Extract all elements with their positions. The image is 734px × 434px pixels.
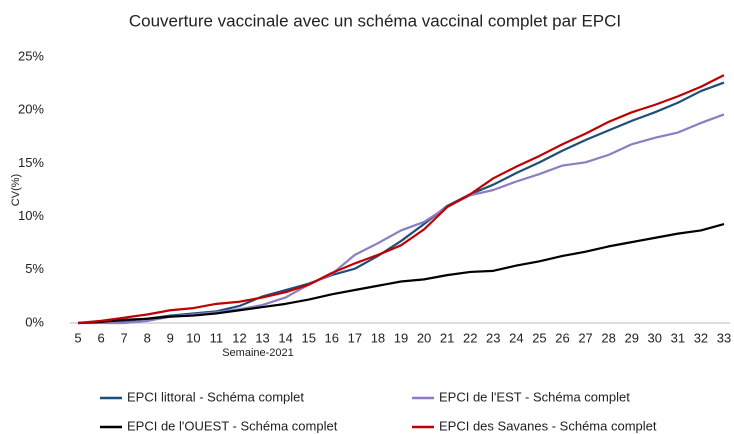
x-tick-label: 12	[232, 330, 246, 345]
series-line	[77, 74, 725, 325]
x-tick-label: 13	[255, 330, 269, 345]
y-tick-label: 15%	[18, 155, 44, 170]
x-tick-label: 6	[97, 330, 104, 345]
x-tick-label: 24	[509, 330, 523, 345]
series-line	[77, 222, 725, 325]
x-tick-label: 16	[325, 330, 339, 345]
x-tick-label: 21	[440, 330, 454, 345]
x-tick-label: 30	[648, 330, 662, 345]
x-tick-label: 27	[578, 330, 592, 345]
x-tick-label: 26	[555, 330, 569, 345]
y-tick-label: 10%	[18, 208, 44, 223]
x-tick-label: 22	[463, 330, 477, 345]
x-tick-label: 32	[694, 330, 708, 345]
x-tick-label: 9	[167, 330, 174, 345]
x-tick-label: 17	[348, 330, 362, 345]
legend-label: EPCI de l'EST - Schéma complet	[439, 389, 630, 404]
x-tick-label: 7	[121, 330, 128, 345]
x-tick-label: 18	[371, 330, 385, 345]
legend-label: EPCI de l'OUEST - Schéma complet	[127, 418, 338, 433]
x-tick-label: 14	[278, 330, 292, 345]
x-tick-label: 10	[186, 330, 200, 345]
x-tick-label: 29	[624, 330, 638, 345]
chart-title: Couverture vaccinale avec un schéma vacc…	[129, 11, 621, 30]
y-tick-label: 25%	[18, 48, 44, 63]
y-axis-label: CV(%)	[10, 174, 22, 206]
x-tick-label: 23	[486, 330, 500, 345]
x-tick-label: 11	[210, 330, 224, 345]
x-axis-label: Semaine-2021	[222, 347, 294, 359]
x-tick-label: 28	[601, 330, 615, 345]
series-line	[78, 113, 725, 325]
y-tick-label: 20%	[18, 102, 44, 117]
x-tick-label: 25	[532, 330, 546, 345]
x-tick-label: 19	[394, 330, 408, 345]
y-tick-label: 0%	[25, 314, 44, 329]
series-line	[77, 81, 725, 325]
x-tick-label: 8	[144, 330, 151, 345]
legend-label: EPCI littoral - Schéma complet	[127, 389, 304, 404]
legend-label: EPCI des Savanes - Schéma complet	[439, 418, 657, 433]
y-tick-label: 5%	[25, 261, 44, 276]
x-tick-label: 5	[74, 330, 81, 345]
x-tick-label: 20	[417, 330, 431, 345]
x-tick-label: 33	[717, 330, 731, 345]
x-tick-label: 31	[671, 330, 685, 345]
x-tick-label: 15	[301, 330, 315, 345]
